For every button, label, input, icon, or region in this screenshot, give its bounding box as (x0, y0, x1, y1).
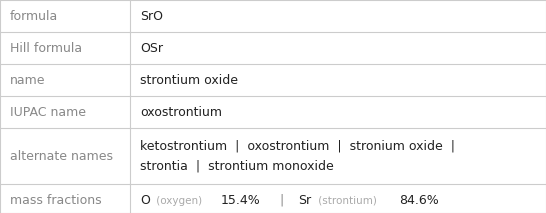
Text: O: O (140, 194, 150, 207)
Text: ketostrontium  |  oxostrontium  |  stronium oxide  |
strontia  |  strontium mono: ketostrontium | oxostrontium | stronium … (140, 140, 455, 172)
Text: 15.4%: 15.4% (221, 194, 260, 207)
Text: name: name (10, 73, 45, 86)
Text: IUPAC name: IUPAC name (10, 105, 86, 118)
Text: SrO: SrO (140, 10, 163, 23)
Text: OSr: OSr (140, 42, 163, 55)
Text: |: | (271, 194, 292, 207)
Text: oxostrontium: oxostrontium (140, 105, 222, 118)
Text: Sr: Sr (298, 194, 311, 207)
Text: alternate names: alternate names (10, 150, 113, 163)
Text: Hill formula: Hill formula (10, 42, 82, 55)
Text: strontium oxide: strontium oxide (140, 73, 238, 86)
Text: formula: formula (10, 10, 58, 23)
Text: 84.6%: 84.6% (399, 194, 438, 207)
Text: (strontium): (strontium) (314, 196, 380, 206)
Text: mass fractions: mass fractions (10, 194, 102, 207)
Text: (oxygen): (oxygen) (153, 196, 205, 206)
